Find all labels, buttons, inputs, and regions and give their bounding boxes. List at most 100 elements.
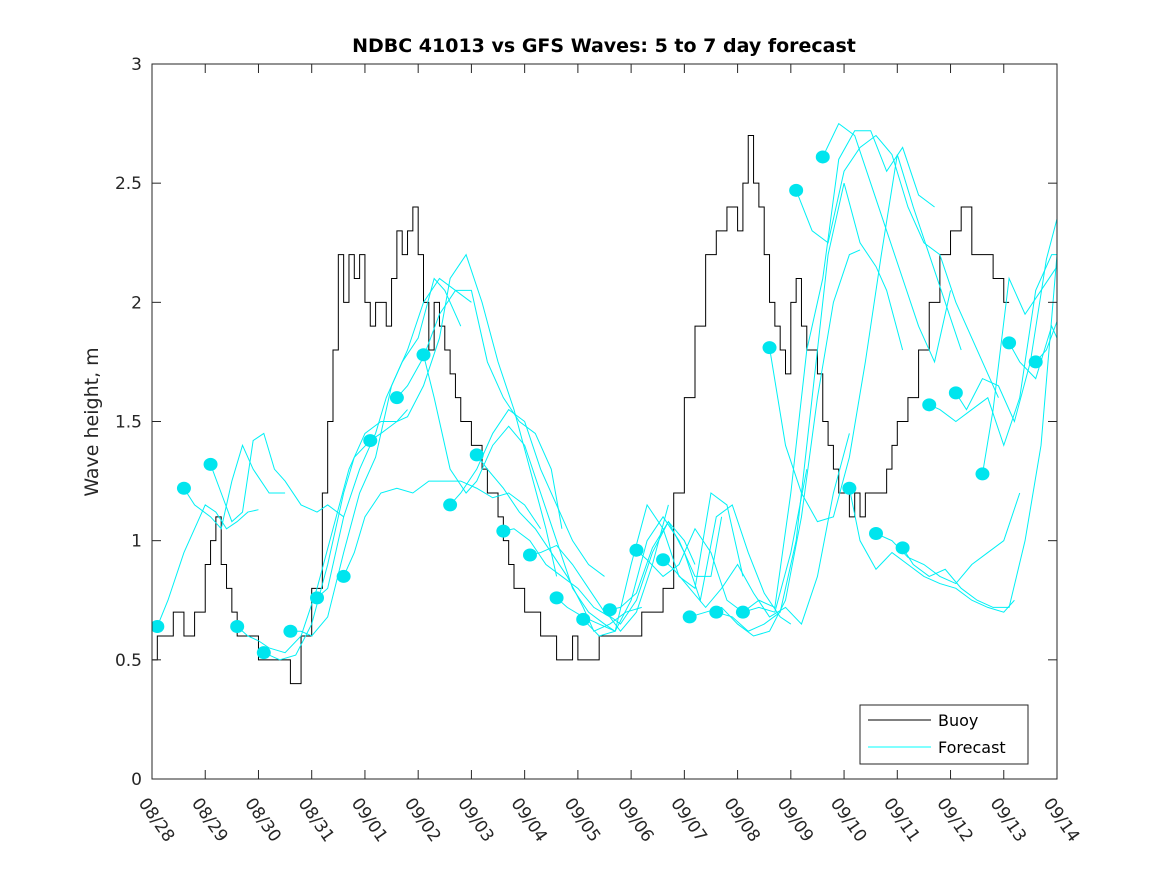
forecast-start-marker	[416, 348, 431, 362]
forecast-start-marker	[842, 481, 857, 495]
legend-label-buoy: Buoy	[938, 711, 978, 730]
forecast-start-marker	[336, 569, 351, 583]
forecast-start-marker	[363, 434, 378, 448]
forecast-line	[1008, 324, 1057, 380]
legend-box	[859, 704, 1029, 765]
forecast-start-marker	[283, 624, 298, 638]
forecast-line	[369, 253, 558, 577]
y-tick-label: 2.5	[115, 174, 142, 194]
x-tick-label: 09/05	[560, 794, 604, 846]
axis-ticks	[151, 63, 1058, 780]
forecast-line	[316, 277, 462, 599]
forecast-line	[582, 492, 744, 637]
plot-area	[152, 122, 1057, 685]
forecast-line	[981, 266, 1057, 475]
forecast-line	[503, 504, 669, 633]
forecast-line	[236, 409, 408, 654]
forecast-line	[662, 433, 850, 626]
forecast-line	[476, 454, 642, 632]
y-tick-label: 1	[131, 532, 142, 552]
x-tick-label: 09/01	[347, 794, 391, 846]
x-tick-label: 09/08	[719, 794, 763, 846]
x-tick-label: 09/04	[507, 794, 551, 846]
y-tick-label: 1.5	[115, 413, 142, 433]
axes-box	[151, 63, 1058, 780]
forecast-line	[769, 154, 962, 523]
forecast-line	[742, 130, 935, 613]
forecast-line	[423, 354, 616, 632]
legend: Buoy Forecast	[859, 704, 1029, 765]
forecast-start-marker	[1002, 336, 1017, 350]
x-tick-label: 09/02	[400, 794, 444, 846]
forecast-line	[848, 488, 1015, 613]
forecast-line	[290, 277, 472, 637]
forecast-line	[183, 443, 286, 530]
forecast-line	[716, 183, 904, 632]
x-tick-label: 08/31	[294, 794, 338, 846]
y-tick-label: 0	[131, 770, 142, 790]
series-group	[152, 122, 1057, 685]
forecast-start-marker	[735, 605, 750, 619]
x-tick-labels: 08/28 08/29 08/30 08/31 09/01 09/02 09/03 09/04…	[134, 794, 1083, 846]
forecast-line	[822, 122, 952, 364]
y-tick-label: 2	[131, 293, 142, 313]
y-axis-label: Wave height, m	[81, 347, 103, 496]
forecast-start-marker	[203, 457, 218, 471]
forecast-start-marker	[152, 619, 165, 633]
forecast-start-marker	[310, 591, 325, 605]
forecast-line	[1035, 321, 1057, 363]
x-tick-label: 08/28	[134, 794, 178, 846]
forecast-start-marker	[389, 391, 404, 405]
forecast-start-marker	[256, 646, 271, 660]
forecast-start-marker	[895, 541, 910, 555]
forecast-line	[636, 469, 808, 613]
forecast-start-marker	[1028, 355, 1043, 369]
forecast-start-marker	[948, 386, 963, 400]
y-tick-labels: 0 0.5 1 1.5 2 2.5 3	[115, 55, 142, 790]
legend-label-forecast: Forecast	[938, 738, 1006, 757]
forecast-start-marker	[682, 610, 697, 624]
forecast-start-marker	[576, 612, 591, 626]
forecast-start-marker	[656, 553, 671, 567]
forecast-line	[609, 504, 792, 625]
y-tick-label: 3	[131, 55, 142, 75]
x-tick-label: 09/11	[879, 794, 923, 846]
x-tick-label: 09/13	[986, 794, 1030, 846]
forecast-start-marker	[922, 398, 937, 412]
forecast-start-marker	[549, 591, 564, 605]
forecast-start-marker	[522, 548, 537, 562]
x-tick-label: 08/29	[187, 794, 231, 846]
forecast-line	[210, 432, 344, 523]
forecast-line	[875, 492, 1021, 585]
forecast-line	[795, 134, 999, 398]
x-tick-label: 09/10	[826, 794, 870, 846]
forecast-line	[343, 480, 542, 577]
forecast-start-marker	[602, 603, 617, 617]
forecast-line	[955, 218, 1057, 423]
forecast-line	[156, 504, 259, 627]
forecast-start-marker	[230, 619, 245, 633]
forecast-start-marker	[469, 448, 484, 462]
forecast-start-marker	[869, 527, 883, 541]
forecast-start-marker	[789, 183, 804, 197]
x-tick-label: 09/09	[773, 794, 817, 846]
x-tick-label: 09/12	[932, 794, 976, 846]
forecast-start-marker	[975, 467, 990, 481]
forecast-start-marker	[176, 481, 191, 495]
forecast-line	[396, 289, 563, 529]
forecast-start-marker	[762, 341, 777, 355]
y-tick-label: 0.5	[115, 651, 142, 671]
forecast-start-marker	[496, 524, 511, 538]
forecast-line	[449, 408, 605, 577]
x-tick-label: 09/03	[453, 794, 497, 846]
forecast-line	[263, 440, 371, 661]
forecast-line	[529, 520, 696, 625]
forecast-start-marker	[629, 543, 644, 557]
forecast-start-marker	[709, 605, 724, 619]
x-tick-label: 09/07	[666, 794, 710, 846]
x-tick-label: 09/14	[1039, 794, 1083, 846]
x-tick-label: 08/30	[240, 794, 284, 846]
forecast-line	[929, 254, 1057, 447]
forecast-start-marker	[815, 150, 830, 164]
